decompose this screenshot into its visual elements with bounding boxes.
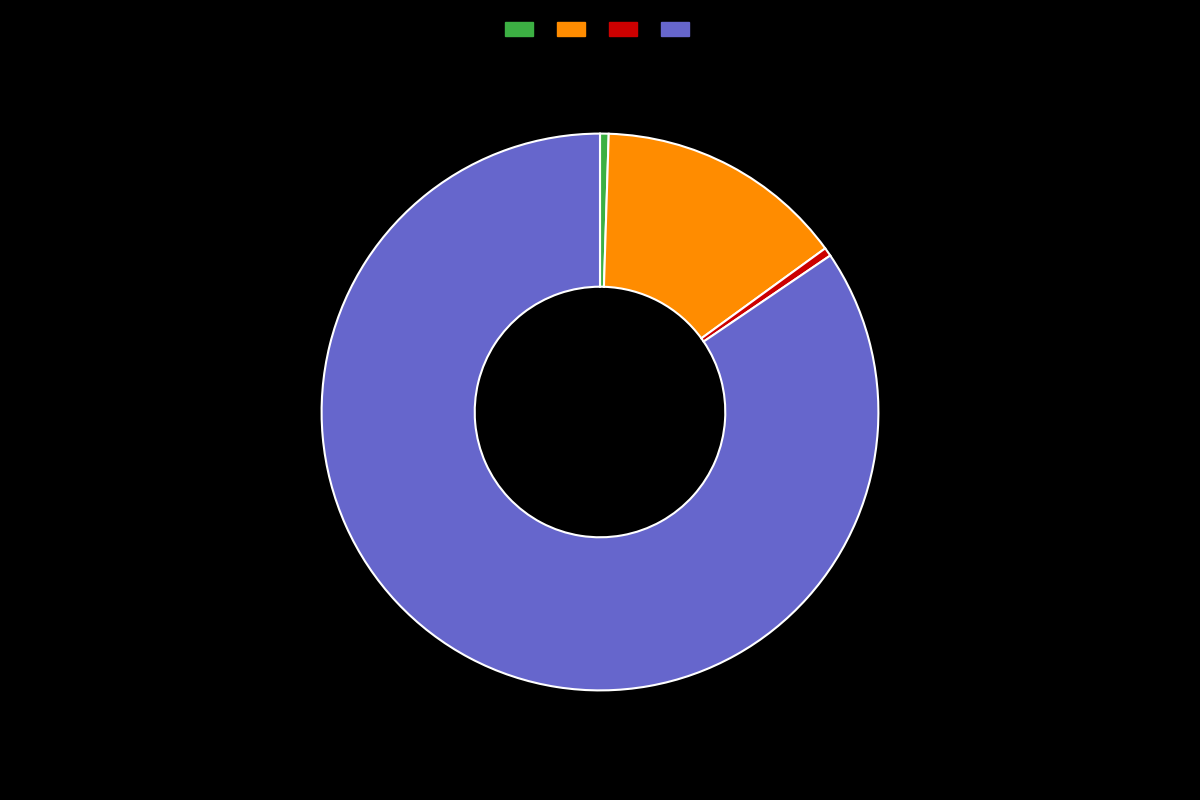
Wedge shape — [322, 134, 878, 690]
Legend: , , , : , , , — [499, 16, 701, 43]
Wedge shape — [604, 134, 826, 338]
Wedge shape — [600, 134, 608, 286]
Wedge shape — [701, 248, 830, 342]
